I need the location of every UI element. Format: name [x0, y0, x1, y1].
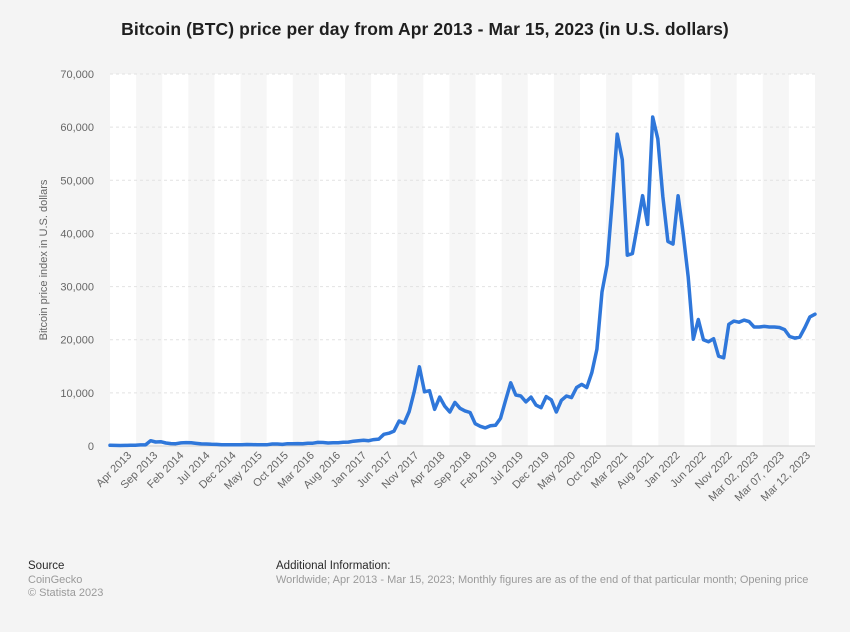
y-axis-label: Bitcoin price index in U.S. dollars	[38, 179, 50, 340]
x-band	[710, 74, 737, 446]
y-tick-label: 30,000	[60, 282, 94, 294]
y-tick-label: 40,000	[60, 228, 94, 240]
x-band	[345, 74, 372, 446]
source-block: Source CoinGecko © Statista 2023	[28, 560, 103, 600]
x-band	[188, 74, 215, 446]
source-heading: Source	[28, 560, 65, 572]
y-tick-label: 0	[88, 441, 94, 453]
x-band	[762, 74, 789, 446]
info-text: Worldwide; Apr 2013 - Mar 15, 2023; Mont…	[276, 574, 809, 586]
y-tick-label: 50,000	[60, 175, 94, 187]
x-band	[501, 74, 528, 446]
chart-title: Bitcoin (BTC) price per day from Apr 201…	[121, 19, 729, 39]
additional-info-block: Additional Information: Worldwide; Apr 2…	[276, 560, 836, 587]
x-band	[658, 74, 685, 446]
x-band	[553, 74, 580, 446]
copyright: © Statista 2023	[28, 587, 104, 599]
y-tick-label: 70,000	[60, 69, 94, 81]
x-band	[292, 74, 319, 446]
info-heading: Additional Information:	[276, 560, 391, 572]
x-band	[606, 74, 633, 446]
series-line	[108, 115, 817, 448]
source-name[interactable]: CoinGecko	[28, 574, 83, 586]
x-band	[136, 74, 163, 446]
y-tick-label: 60,000	[60, 122, 94, 134]
x-band	[449, 74, 476, 446]
y-tick-label: 20,000	[60, 335, 94, 347]
y-tick-label: 10,000	[60, 388, 94, 400]
x-band	[397, 74, 424, 446]
x-band	[240, 74, 267, 446]
chart-area: 0 10,000 20,000 30,000 40,000 50,000 60,000 70,…	[38, 69, 817, 504]
